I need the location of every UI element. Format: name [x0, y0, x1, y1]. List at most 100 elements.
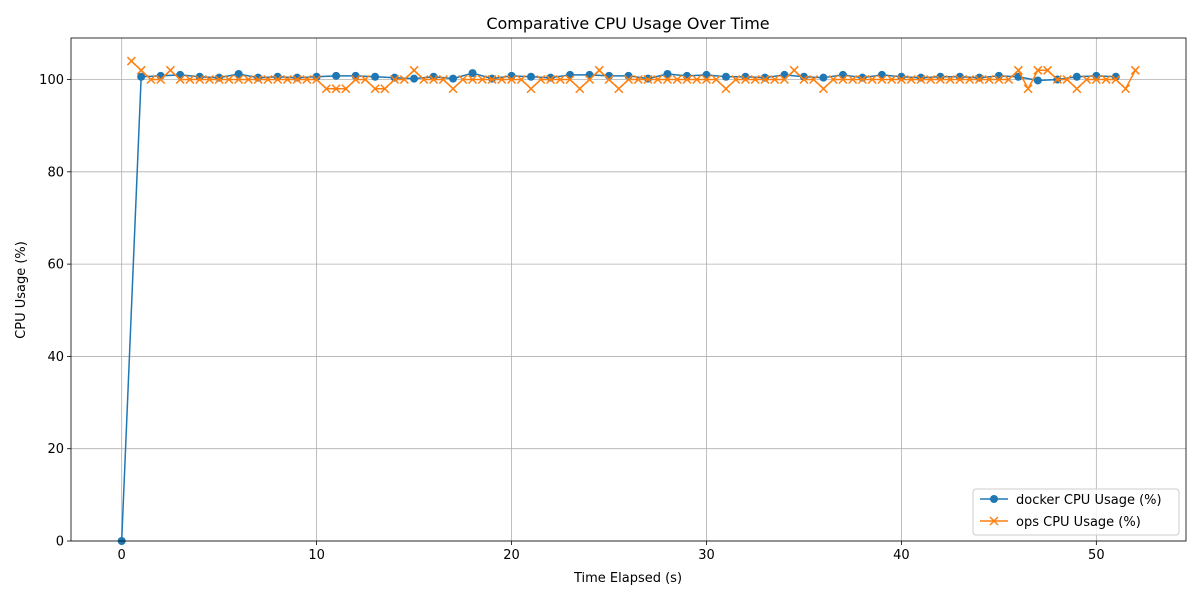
x-axis-title: Time Elapsed (s) — [573, 571, 682, 586]
data-point-ops — [867, 75, 877, 85]
data-point-docker — [819, 73, 828, 82]
data-point-docker — [449, 74, 458, 83]
data-point-ops — [341, 84, 351, 94]
data-point-ops — [984, 75, 994, 85]
data-point-ops — [487, 75, 497, 85]
data-point-ops — [818, 84, 828, 94]
data-point-ops — [701, 75, 712, 85]
data-point-ops — [331, 84, 341, 94]
data-point-ops — [458, 75, 468, 85]
data-point-ops — [926, 75, 936, 85]
data-point-ops — [321, 84, 331, 94]
data-point-ops — [848, 75, 858, 85]
data-point-ops — [536, 75, 546, 85]
data-point-docker — [410, 74, 419, 83]
data-point-ops — [351, 75, 361, 85]
data-point-ops — [526, 84, 536, 94]
data-point-ops — [614, 84, 624, 94]
data-point-ops — [399, 75, 409, 85]
data-point-ops — [545, 75, 556, 85]
data-point-docker — [371, 72, 380, 81]
data-point-docker — [741, 72, 750, 81]
data-point-ops — [448, 84, 458, 94]
data-point-ops — [789, 65, 799, 75]
data-point-ops — [507, 75, 517, 85]
data-point-ops — [497, 75, 507, 85]
data-point-ops — [653, 75, 663, 85]
data-point-ops — [409, 65, 419, 75]
data-point-docker — [1111, 72, 1120, 81]
data-point-docker — [955, 72, 964, 81]
data-point-ops — [740, 75, 750, 85]
data-point-docker — [936, 72, 945, 81]
data-point-ops — [731, 75, 741, 85]
data-point-ops — [623, 75, 634, 85]
data-point-ops — [468, 75, 478, 85]
data-point-ops — [185, 75, 195, 85]
data-point-ops — [1072, 84, 1082, 94]
data-point-docker — [195, 72, 204, 81]
data-point-ops — [584, 75, 595, 85]
data-point-ops — [156, 75, 166, 85]
data-point-ops — [302, 75, 312, 85]
data-point-docker — [897, 72, 906, 81]
data-point-ops — [1004, 75, 1014, 85]
data-point-ops — [1062, 75, 1072, 85]
legend-marker-ops — [989, 516, 999, 526]
data-point-ops — [165, 65, 175, 75]
data-point-ops — [175, 75, 185, 85]
data-point-ops — [721, 84, 731, 94]
data-point-ops — [136, 65, 146, 75]
y-tick-label: 80 — [47, 165, 64, 180]
data-point-ops — [429, 75, 439, 85]
data-point-ops — [828, 75, 838, 85]
data-point-ops — [1013, 65, 1023, 75]
data-point-ops — [1130, 65, 1140, 75]
data-point-ops — [477, 75, 487, 85]
data-point-docker — [312, 72, 321, 81]
data-point-ops — [916, 75, 926, 85]
data-point-ops — [146, 75, 156, 85]
y-axis-ticks: 0 20 40 60 80 100 — [39, 73, 71, 550]
x-tick-label: 0 — [118, 548, 126, 563]
data-point-ops — [604, 75, 614, 85]
data-point-ops — [1033, 65, 1043, 75]
data-point-docker — [799, 72, 808, 81]
y-tick-label: 0 — [56, 535, 64, 550]
series-layer — [117, 56, 1140, 545]
data-point-ops — [390, 75, 400, 85]
data-point-ops — [555, 75, 565, 85]
legend-marker-docker — [990, 495, 998, 503]
data-point-ops — [633, 75, 643, 85]
data-point-docker — [273, 72, 282, 81]
legend-label-docker: docker CPU Usage (%) — [1016, 493, 1162, 508]
data-point-ops — [282, 75, 292, 85]
data-point-docker — [332, 71, 341, 80]
x-tick-label: 50 — [1088, 548, 1105, 563]
data-point-ops — [195, 75, 205, 85]
data-point-ops — [575, 84, 585, 94]
plot-frame — [70, 37, 1187, 542]
data-point-ops — [857, 75, 867, 85]
data-point-ops — [126, 56, 136, 66]
data-point-ops — [292, 75, 302, 85]
x-axis-ticks: 0 10 20 30 40 50 — [118, 541, 1105, 563]
data-point-ops — [380, 84, 390, 94]
data-point-ops — [935, 75, 945, 85]
y-axis-title: CPU Usage (%) — [14, 241, 29, 339]
data-point-docker — [721, 72, 730, 81]
data-point-ops — [887, 75, 897, 85]
data-point-docker — [429, 72, 438, 81]
data-point-ops — [799, 75, 809, 85]
data-point-ops — [906, 75, 916, 85]
data-point-ops — [263, 75, 273, 85]
data-point-ops — [643, 75, 653, 85]
data-point-ops — [711, 75, 721, 85]
legend: docker CPU Usage (%) ops CPU Usage (%) — [972, 488, 1180, 536]
data-point-ops — [760, 75, 770, 85]
data-point-docker — [527, 72, 536, 81]
y-tick-label: 20 — [47, 442, 64, 457]
data-point-ops — [1023, 84, 1033, 94]
y-tick-label: 100 — [39, 73, 64, 88]
